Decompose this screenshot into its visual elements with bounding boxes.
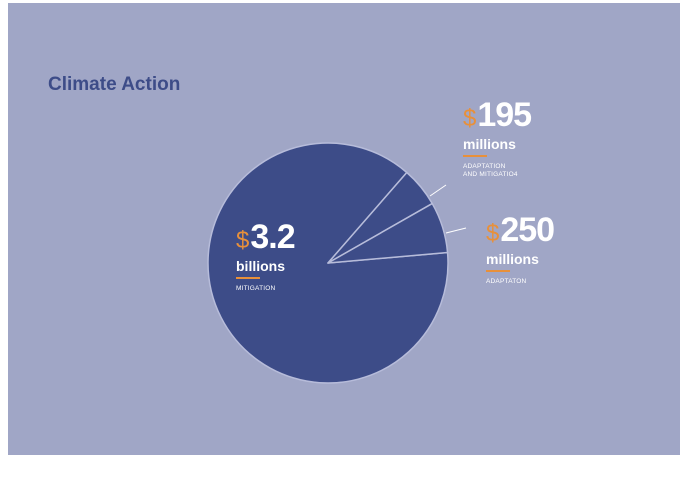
slice-label: $250 millions ADAPTATON <box>486 211 555 286</box>
accent-bar <box>486 270 510 272</box>
unit-label: millions <box>486 251 539 267</box>
slice-label: $3.2 billions MITIGATION <box>236 218 296 293</box>
unit-label: billions <box>236 258 285 274</box>
pie-slice <box>327 202 449 264</box>
leader-line <box>445 227 467 234</box>
category-label: ADAPTATION AND MITIGATIO4 <box>463 163 518 178</box>
currency: $ <box>486 220 499 247</box>
value: 195 <box>477 96 532 134</box>
unit-label: millions <box>463 136 516 152</box>
category-label: MITIGATION <box>236 285 276 292</box>
value-label: $3.2 <box>236 218 296 258</box>
currency: $ <box>463 105 476 132</box>
chart-title: Climate Action <box>48 74 181 95</box>
value: 250 <box>500 211 555 249</box>
value-label: $195 <box>463 96 532 136</box>
leader-line <box>429 184 447 197</box>
accent-bar <box>236 277 260 279</box>
value: 3.2 <box>250 218 295 256</box>
category-label: ADAPTATON <box>486 278 527 285</box>
slice-label: $195 millions ADAPTATION AND MITIGATIO4 <box>463 96 532 179</box>
accent-bar <box>463 155 487 157</box>
value-label: $250 <box>486 211 555 251</box>
currency: $ <box>236 227 249 254</box>
